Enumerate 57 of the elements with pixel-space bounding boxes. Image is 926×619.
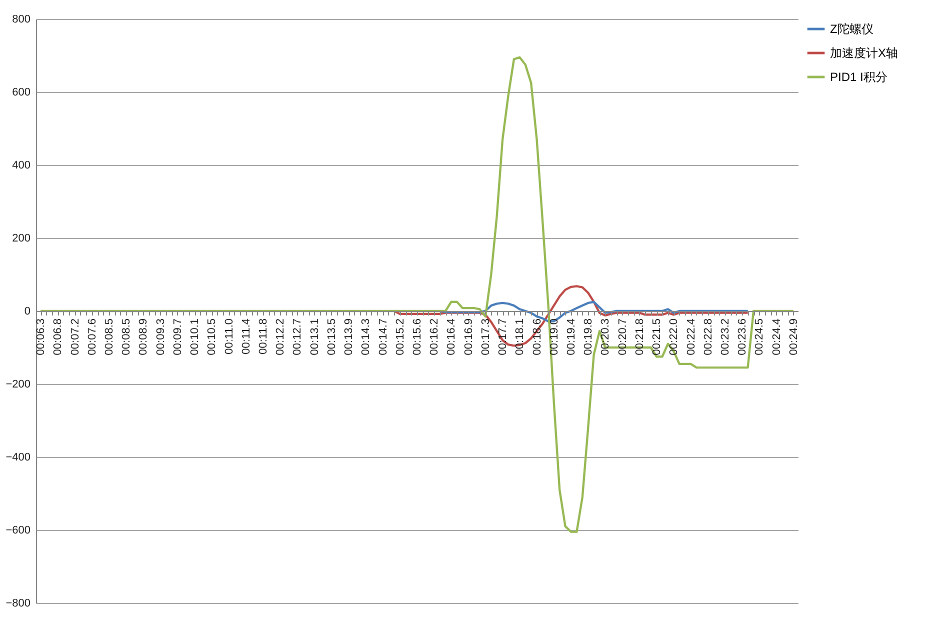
y-tick-label: −600	[6, 524, 30, 536]
x-tick-label: 00:22.0	[668, 318, 680, 356]
y-tick-label: 400	[12, 160, 30, 172]
x-tick-label: 00:22.4	[685, 318, 698, 356]
x-tick-label: 00:06.3	[35, 318, 48, 356]
x-tick-label: 00:06.8	[52, 318, 64, 356]
x-tick-label: 00:19.4	[565, 318, 578, 356]
x-tick-label: 00:11.0	[223, 318, 236, 354]
x-tick-label: 00:11.8	[258, 318, 270, 354]
x-tick-label: 00:17.3	[480, 318, 492, 356]
x-tick-label: 00:16.2	[428, 318, 441, 356]
x-tick-label: 00:12.7	[292, 318, 304, 356]
x-tick-label: 00:15.2	[394, 318, 406, 356]
legend-label: Z陀螺仪	[830, 22, 874, 36]
x-tick-label: 00:07.2	[69, 318, 82, 356]
x-tick-label: 00:10.5	[206, 318, 218, 356]
x-tick-label: 00:08.5	[120, 318, 133, 356]
x-tick-label: 00:17.7	[497, 318, 510, 356]
x-tick-label: 00:09.3	[154, 318, 167, 356]
x-tick-label: 00:23.2	[719, 318, 732, 356]
x-tick-label: 00:11.4	[240, 318, 252, 354]
x-tick-label: 00:14.3	[360, 318, 372, 356]
x-tick-label: 00:10.1	[189, 318, 202, 356]
x-tick-label: 00:22.8	[702, 318, 714, 356]
x-tick-label: 00:08.9	[138, 318, 150, 356]
x-tick-label: 00:13.9	[343, 318, 356, 356]
x-tick-label: 00:24.5	[754, 318, 766, 356]
x-tick-label: 00:18.6	[531, 318, 544, 356]
y-tick-label: −800	[6, 598, 30, 610]
x-tick-label: 00:24.4	[770, 318, 783, 356]
y-tick-label: −400	[6, 452, 30, 464]
x-tick-label: 00:13.1	[308, 318, 321, 356]
x-tick-label: 00:20.3	[600, 318, 612, 356]
x-tick-label: 00:12.2	[274, 318, 287, 356]
x-tick-label: 00:19.8	[582, 318, 595, 356]
x-tick-label: 00:21.5	[651, 318, 664, 356]
y-tick-label: 0	[24, 306, 30, 318]
x-tick-label: 00:23.6	[736, 318, 749, 356]
x-tick-label: 00:20.7	[616, 318, 629, 356]
x-tick-label: 00:08.5	[104, 318, 116, 356]
x-tick-label: 00:24.9	[788, 318, 800, 356]
legend-label: PID1 I积分	[830, 70, 888, 84]
x-tick-label: 00:07.6	[86, 318, 98, 356]
x-tick-label: 00:16.9	[462, 318, 475, 356]
legend-label: 加速度计X轴	[830, 46, 898, 60]
x-tick-label: 00:18.1	[514, 318, 526, 356]
x-tick-label: 00:19.0	[548, 318, 560, 356]
x-tick-label: 00:09.7	[172, 318, 184, 356]
y-tick-label: 200	[12, 232, 30, 244]
x-tick-label: 00:13.5	[326, 318, 338, 356]
x-tick-label: 00:15.6	[412, 318, 424, 356]
x-tick-label: 00:21.8	[634, 318, 646, 356]
x-tick-label: 00:16.4	[446, 318, 458, 356]
y-tick-label: 800	[12, 14, 30, 26]
x-tick-label: 00:14.7	[377, 318, 390, 356]
y-tick-label: −200	[6, 378, 30, 390]
y-tick-label: 600	[12, 86, 30, 98]
